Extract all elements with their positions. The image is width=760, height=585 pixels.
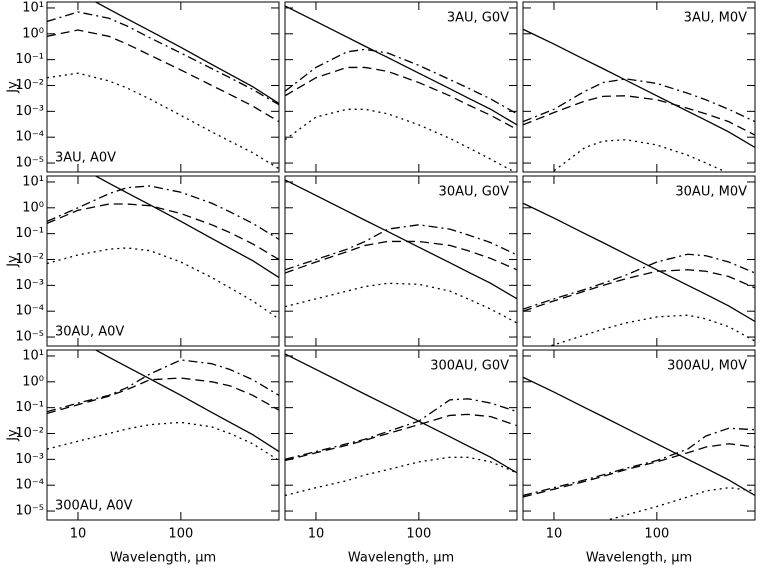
series-line [285,240,517,274]
series-line [47,377,279,415]
y-tick-label: 10⁻¹ [15,400,44,415]
y-tick-label: 10⁰ [22,374,44,389]
panel: 10¹ 10⁰ 10⁻¹ 10⁻² 10⁻³ 10⁻⁴ 10⁻⁵ Jy 3AU, A0V [6,0,280,173]
y-tick-label: 10⁻³ [15,452,44,467]
panel-frame [46,1,280,173]
y-tick-label: 10⁻³ [15,278,44,293]
series-line [285,48,517,115]
series-line [548,314,755,346]
y-tick-label: 10⁻¹ [15,226,44,241]
series-line [285,398,517,460]
panel-frame [522,349,756,521]
series-line [285,353,517,474]
y-tick-label: 10⁰ [22,26,44,41]
series-line [550,139,728,172]
x-tick-label: 10 [308,527,325,542]
y-tick-label: 10⁻⁴ [15,304,44,319]
y-tick-label: 10⁻⁴ [15,478,44,493]
panel-frame [46,175,280,347]
panel: 10¹ 10⁰ 10⁻¹ 10⁻² 10⁻³ 10⁻⁴ 10⁻⁵ 10 100 Jy Wavelen… [6,348,280,566]
y-tick-label: 10⁻⁵ [15,504,44,519]
series-line [285,108,516,172]
y-axis-label: Jy [6,81,21,94]
series-line [523,28,755,149]
y-tick-label: 10¹ [22,174,44,189]
y-tick-label: 10⁻² [15,426,44,441]
series-line [47,421,279,462]
series-line [47,359,279,413]
y-tick-label: 10¹ [22,0,44,15]
series-line [285,413,517,462]
panel-frame [284,175,518,347]
series-line [285,5,517,126]
series-line [47,203,279,261]
panel: 3AU, M0V [522,1,756,173]
series-line [523,95,755,136]
series-line [523,78,755,123]
panel: 10 100 Wavelength, μm 300AU, M0V [522,349,756,566]
panel: 30AU, M0V [522,175,756,347]
series-line [523,269,755,312]
series-line [523,376,755,497]
panel-label: 3AU, G0V [447,11,509,26]
series-line [47,72,279,170]
x-tick-label: 100 [406,527,431,542]
series-line [94,2,279,105]
y-axis-label: Jy [6,255,21,268]
x-tick-label: 100 [644,527,669,542]
panel-frame [284,1,518,173]
panel-label: 300AU, M0V [667,359,747,374]
panel-label: 3AU, A0V [55,151,116,166]
panel-label: 30AU, A0V [55,325,124,340]
panel: 3AU, G0V [284,1,518,173]
series-line [285,66,517,130]
y-tick-label: 10⁻³ [15,104,44,119]
panel: 10 100 Wavelength, μm 300AU, G0V [284,349,518,566]
panel: 30AU, G0V [284,175,518,347]
y-tick-label: 10⁰ [22,200,44,215]
series-line [523,443,755,498]
series-line [94,350,279,453]
panel-frame [522,175,756,347]
series-line [523,253,755,310]
panel-frame [284,349,518,521]
series-line [285,179,517,300]
x-tick-label: 100 [168,527,193,542]
x-axis-label: Wavelength, μm [586,551,692,566]
x-axis-label: Wavelength, μm [110,551,216,566]
panel-frame [46,349,280,521]
y-tick-label: 10⁻⁵ [15,156,44,171]
series-line [285,282,517,324]
y-tick-label: 10⁻⁴ [15,130,44,145]
series-line [523,202,755,323]
y-axis-label: Jy [6,429,21,442]
panel-label: 300AU, A0V [55,499,133,514]
series-line [47,185,279,240]
panel-frame [522,1,756,173]
panel-label: 300AU, G0V [430,359,509,374]
series-line [47,11,279,106]
x-axis-label: Wavelength, μm [348,551,454,566]
panel: 10¹ 10⁰ 10⁻¹ 10⁻² 10⁻³ 10⁻⁴ 10⁻⁵ Jy 30AU, A0V [6,174,280,347]
series-line [47,247,279,320]
panel-label: 30AU, G0V [439,185,510,200]
y-tick-label: 10⁻² [15,252,44,267]
y-tick-label: 10⁻¹ [15,52,44,67]
panel-label: 30AU, M0V [675,185,747,200]
series-line [94,176,279,279]
series-line [523,427,755,497]
series-line [47,29,279,123]
y-tick-label: 10⁻⁵ [15,330,44,345]
series-line [285,224,517,271]
x-tick-label: 10 [70,527,87,542]
y-tick-label: 10⁻² [15,78,44,93]
series-line [285,456,517,497]
y-tick-label: 10¹ [22,348,44,363]
x-tick-label: 10 [546,527,563,542]
panel-label: 3AU, M0V [684,11,747,26]
